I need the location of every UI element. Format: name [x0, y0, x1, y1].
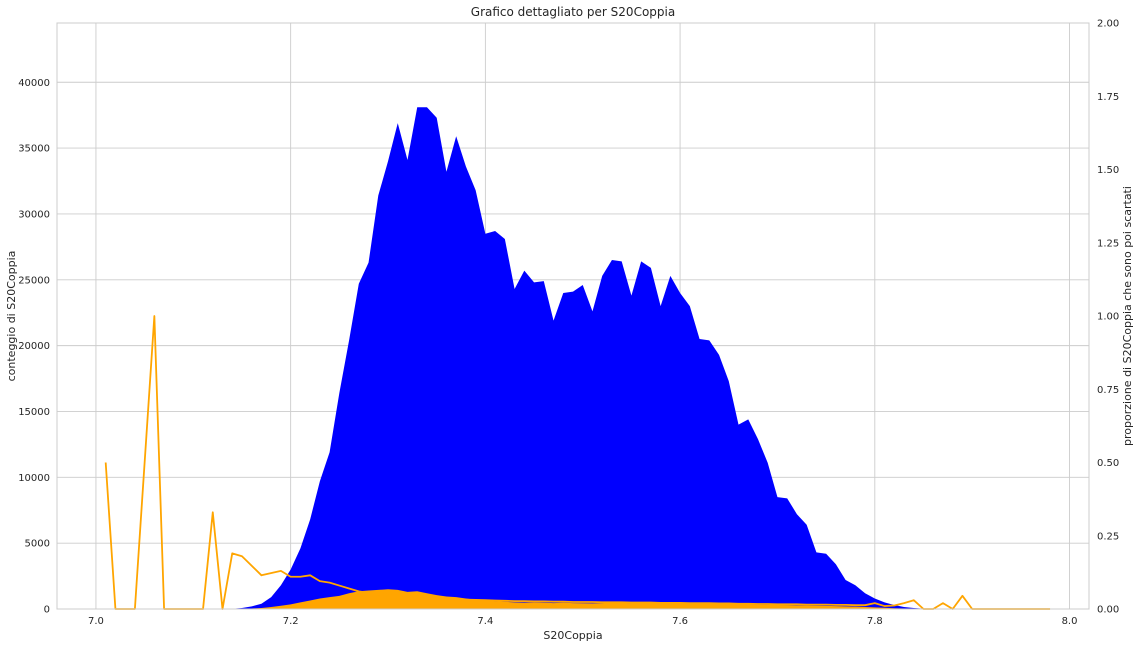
area-series-1 — [232, 589, 924, 609]
x-tick-label: 7.0 — [88, 616, 104, 627]
line-layer — [104, 315, 1051, 610]
y-tick-label: 20000 — [18, 341, 50, 352]
y-tick-label: 5000 — [25, 539, 50, 550]
plot-frame — [56, 22, 1090, 610]
y-axis-label: conteggio di S20Coppia — [5, 251, 18, 382]
chart-title: Grafico dettagliato per S20Coppia — [471, 5, 675, 19]
y2-tick-label: 0.00 — [1097, 605, 1119, 616]
y2-tick-label: 0.50 — [1097, 458, 1119, 469]
y2-tick-label: 1.75 — [1097, 92, 1119, 103]
area-layer — [232, 107, 924, 609]
y-tick-label: 25000 — [18, 275, 50, 286]
x-tick-label: 7.2 — [283, 616, 299, 627]
tick-layer: 7.0 7.2 7.4 7.6 7.8 8.0 0 5000 10000 15000 20000 25… — [18, 19, 1119, 628]
y-tick-label: 0 — [44, 605, 50, 616]
x-tick-label: 7.6 — [672, 616, 688, 627]
y-tick-label: 15000 — [18, 407, 50, 418]
y2-tick-label: 1.50 — [1097, 165, 1119, 176]
y2-tick-label: 1.00 — [1097, 312, 1119, 323]
line-series-2 — [104, 315, 1051, 610]
y2-tick-label: 0.75 — [1097, 385, 1119, 396]
y-tick-label: 35000 — [18, 144, 50, 155]
x-tick-label: 7.8 — [867, 616, 883, 627]
y2-axis-label: proporzione di S20Coppia che sono poi sc… — [1121, 186, 1134, 446]
y-tick-label: 40000 — [18, 78, 50, 89]
x-tick-label: 7.4 — [477, 616, 493, 627]
x-axis-label: S20Coppia — [543, 629, 602, 642]
y2-tick-label: 2.00 — [1097, 19, 1119, 30]
y2-tick-label: 1.25 — [1097, 238, 1119, 249]
x-tick-label: 8.0 — [1062, 616, 1078, 627]
grid-layer — [57, 23, 1089, 610]
area-series-0 — [232, 107, 924, 609]
y2-tick-label: 0.25 — [1097, 531, 1119, 542]
y-tick-label: 10000 — [18, 473, 50, 484]
y-tick-label: 30000 — [18, 209, 50, 220]
